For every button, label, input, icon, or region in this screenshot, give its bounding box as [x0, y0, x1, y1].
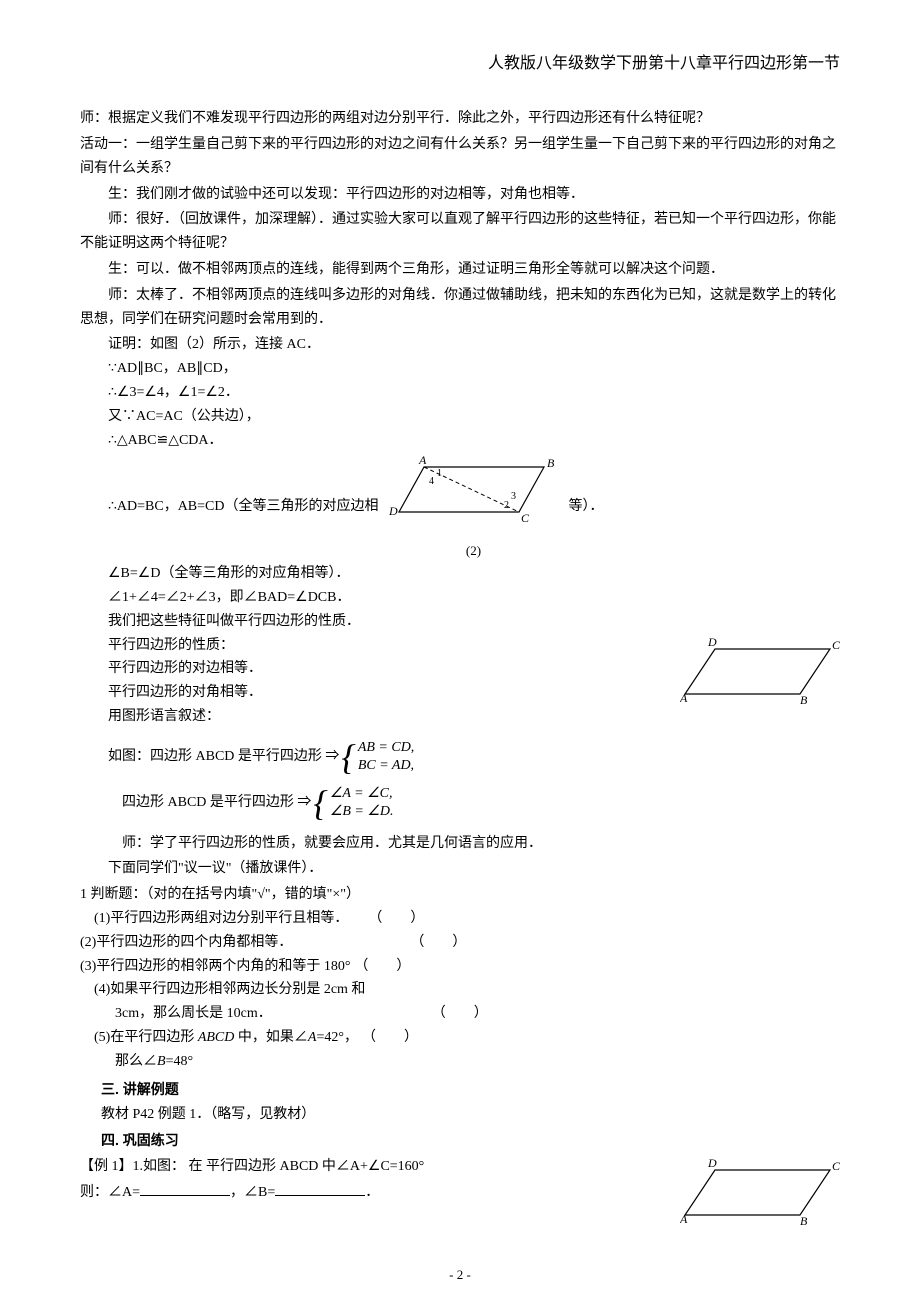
- page-number: - 2 -: [80, 1264, 840, 1286]
- question-text: (4)如果平行四边形相邻两边长分别是 2cm 和: [94, 978, 840, 1002]
- paragraph: 下面同学们"议一议"（播放课件）．: [80, 857, 840, 881]
- proof-line: 又∵AC=AC（公共边），: [108, 405, 840, 429]
- vertex-label-a: A: [680, 691, 688, 705]
- vertex-label-b: B: [800, 1214, 808, 1228]
- vertex-label-b: B: [800, 693, 808, 707]
- left-brace-icon: {: [313, 785, 327, 821]
- page-header-title: 人教版八年级数学下册第十八章平行四边形第一节: [80, 50, 840, 77]
- angle-label-2: 2: [504, 500, 509, 511]
- math-expression-2: 四边形 ABCD 是平行四边形 ⇒ { ∠A = ∠C, ∠B = ∠D.: [122, 785, 840, 821]
- question-text: 3cm，那么周长是 10cm．: [115, 1002, 272, 1026]
- question-intro: 1 判断题：（对的在括号内填"√"，错的填"×"）: [80, 883, 840, 907]
- math-line: ∠B = ∠D.: [330, 803, 394, 821]
- angle-label-4: 4: [429, 476, 434, 487]
- figure-2: A B C D 1 4 2 3 (2): [389, 452, 559, 562]
- figure-caption: (2): [389, 540, 559, 562]
- math-expression-1: 如图：四边形 ABCD 是平行四边形 ⇒ { AB = CD, BC = AD,: [108, 739, 840, 775]
- vertex-label-d: D: [707, 1156, 717, 1170]
- proof-line: ∴∠3=∠4，∠1=∠2．: [108, 381, 840, 405]
- vertex-label-c: C: [832, 1159, 840, 1173]
- math-line: AB = CD,: [358, 739, 415, 757]
- math-lead: 如图：四边形 ABCD 是平行四边形 ⇒: [108, 745, 339, 769]
- answer-paren: （ ）: [368, 907, 424, 931]
- vertex-label-c: C: [832, 638, 840, 652]
- blank-field[interactable]: [275, 1182, 365, 1196]
- math-lead: 四边形 ABCD 是平行四边形 ⇒: [122, 791, 311, 815]
- proof-line: ∴AD=BC，AB=CD（全等三角形的对应边相: [108, 495, 379, 519]
- section-heading: 四. 巩固练习: [101, 1129, 840, 1153]
- angle-label-1: 1: [437, 468, 442, 479]
- vertex-label-a: A: [680, 1212, 688, 1226]
- paragraph: 生：我们刚才做的试验中还可以发现：平行四边形的对边相等，对角也相等．: [80, 183, 840, 207]
- question-text: (5)在平行四边形 ABCD 中，如果∠A=42°，: [94, 1026, 358, 1050]
- proof-line: ∴△ABC≌△CDA．: [108, 429, 840, 453]
- paragraph: 师：很好．（回放课件，加深理解）．通过实验大家可以直观了解平行四边形的这些特征，…: [80, 208, 840, 256]
- left-brace-icon: {: [341, 739, 355, 775]
- paragraph: 生：可以．做不相邻两顶点的连线，能得到两个三角形，通过证明三角形全等就可以解决这…: [80, 258, 840, 282]
- vertex-label-d: D: [707, 635, 717, 649]
- proof-line: ∠1+∠4=∠2+∠3，即∠BAD=∠DCB．: [108, 586, 840, 610]
- figure-parallelogram-2: A B C D: [680, 634, 840, 723]
- proof-line-tail: 等）．: [569, 495, 604, 519]
- answer-paren: （ ）: [354, 955, 410, 979]
- vertex-label-d: D: [389, 504, 398, 518]
- paragraph: 教材 P42 例题 1．（略写，见教材）: [101, 1103, 840, 1127]
- answer-paren: （ ）: [362, 1026, 418, 1050]
- question-text: 那么∠B=48°: [115, 1050, 840, 1074]
- blank-field[interactable]: [140, 1182, 230, 1196]
- paragraph: 活动一：一组学生量自己剪下来的平行四边形的对边之间有什么关系？另一组学生量一下自…: [80, 133, 840, 181]
- paragraph: 师：根据定义我们不难发现平行四边形的两组对边分别平行．除此之外，平行四边形还有什…: [80, 107, 840, 131]
- math-line: ∠A = ∠C,: [330, 785, 394, 803]
- figure-parallelogram-3: A B C D: [680, 1155, 840, 1244]
- answer-paren: （ ）: [410, 931, 466, 955]
- proof-line: ∵AD∥BC，AB∥CD，: [108, 357, 840, 381]
- section-heading: 三. 讲解例题: [101, 1078, 840, 1102]
- vertex-label-b: B: [547, 456, 555, 470]
- answer-paren: （ ）: [432, 1002, 488, 1026]
- proof-line: 证明：如图（2）所示，连接 AC．: [108, 333, 840, 357]
- paragraph: 师：学了平行四边形的性质，就要会应用．尤其是几何语言的应用．: [80, 832, 840, 856]
- proof-line: 我们把这些特征叫做平行四边形的性质．: [108, 610, 840, 634]
- vertex-label-a: A: [418, 453, 427, 467]
- math-line: BC = AD,: [358, 757, 415, 775]
- proof-line: ∠B=∠D（全等三角形的对应角相等）．: [108, 562, 840, 586]
- question-list: 1 判断题：（对的在括号内填"√"，错的填"×"） (1)平行四边形两组对边分别…: [80, 883, 840, 1073]
- question-text: (3)平行四边形的相邻两个内角的和等于 180°: [80, 955, 350, 979]
- paragraph: 师：太棒了．不相邻两顶点的连线叫多边形的对角线．你通过做辅助线，把未知的东西化为…: [80, 284, 840, 332]
- vertex-label-c: C: [521, 511, 530, 525]
- question-text: (2)平行四边形的四个内角都相等．: [80, 931, 292, 955]
- angle-label-3: 3: [511, 491, 516, 502]
- question-text: (1)平行四边形两组对边分别平行且相等．: [94, 907, 348, 931]
